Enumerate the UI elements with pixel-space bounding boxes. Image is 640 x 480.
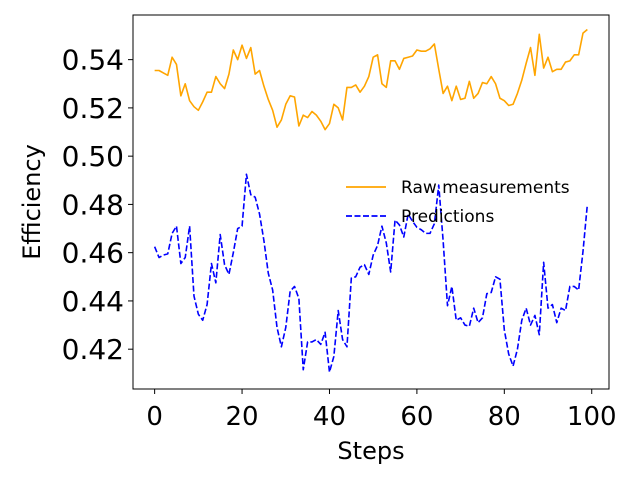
y-tick-label: 0.48 xyxy=(62,188,124,221)
x-axis-ticks: 0 20 40 60 80 100 xyxy=(146,389,617,432)
y-tick-label: 0.44 xyxy=(62,285,124,318)
x-tick-label: 0 xyxy=(146,402,163,432)
x-axis-title: Steps xyxy=(337,437,404,465)
legend-label-predictions: Predictions xyxy=(401,207,494,227)
series-line-predictions xyxy=(153,173,589,373)
y-axis-ticks: 0.42 0.44 0.46 0.48 0.50 0.52 0.54 xyxy=(62,44,133,366)
axes-layer xyxy=(132,14,610,390)
y-tick-label: 0.54 xyxy=(62,44,124,77)
x-tick-label: 40 xyxy=(313,402,346,432)
series-layer xyxy=(153,28,589,373)
y-axis-title: Efficiency xyxy=(18,144,46,260)
series-line-raw-measurements xyxy=(154,28,588,131)
x-tick-label: 60 xyxy=(400,402,433,432)
y-tick-label: 0.50 xyxy=(62,140,124,173)
x-tick-label: 20 xyxy=(226,402,259,432)
legend: Raw measurements Predictions xyxy=(346,178,570,227)
y-tick-label: 0.42 xyxy=(62,333,124,366)
plot-frame xyxy=(132,14,610,390)
x-tick-label: 100 xyxy=(567,402,617,432)
y-tick-label: 0.52 xyxy=(62,92,124,125)
legend-label-raw-measurements: Raw measurements xyxy=(401,178,570,198)
x-tick-label: 80 xyxy=(488,402,521,432)
y-tick-label: 0.46 xyxy=(62,237,124,270)
